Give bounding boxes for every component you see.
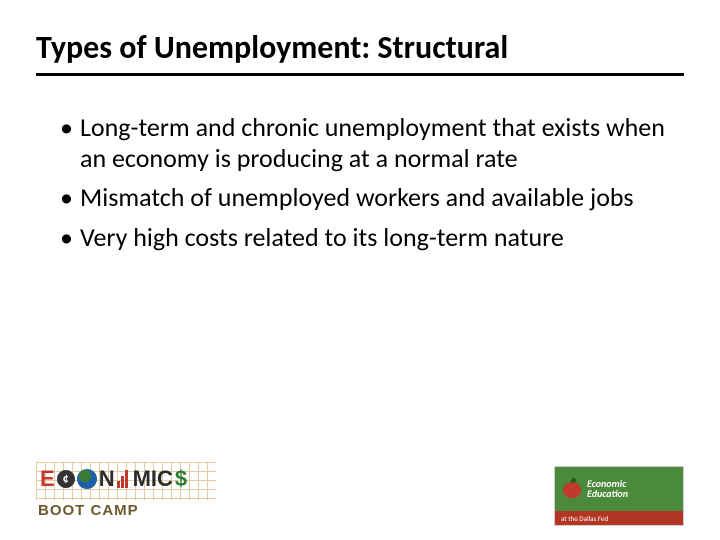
bar-chart-icon [117, 470, 131, 488]
logo-right-text: Economic Education [587, 479, 628, 500]
logo-letter-n: N [99, 468, 115, 490]
bullet-item: Very high costs related to its long-term… [60, 222, 684, 253]
bootcamp-text: BOOT CAMP [38, 502, 139, 519]
slide: Types of Unemployment: Structural Long-t… [0, 0, 720, 540]
bullet-item: Long-term and chronic unemployment that … [60, 112, 684, 174]
logo-right-top: Economic Education [555, 467, 683, 511]
cent-icon: ¢ [57, 470, 75, 488]
apple-icon [561, 478, 583, 500]
logo-right-line2: Education [587, 489, 628, 500]
dollar-icon: $ [175, 466, 187, 492]
economic-education-logo: Economic Education at the Dallas Fed [554, 466, 684, 526]
globe-icon [77, 469, 97, 489]
footer: E ¢ N MIC $ BOOT CAMP Economic Education… [36, 462, 684, 526]
bullet-list: Long-term and chronic unemployment that … [36, 112, 684, 253]
economics-bootcamp-logo: E ¢ N MIC $ BOOT CAMP [36, 462, 216, 526]
bullet-item: Mismatch of unemployed workers and avail… [60, 182, 684, 213]
logo-letter-e: E [40, 468, 55, 490]
logo-letters-mic: MIC [133, 468, 173, 490]
slide-title: Types of Unemployment: Structural [36, 28, 684, 76]
economics-wordmark: E ¢ N MIC $ [40, 466, 187, 492]
logo-right-bottom: at the Dallas Fed [555, 511, 683, 525]
